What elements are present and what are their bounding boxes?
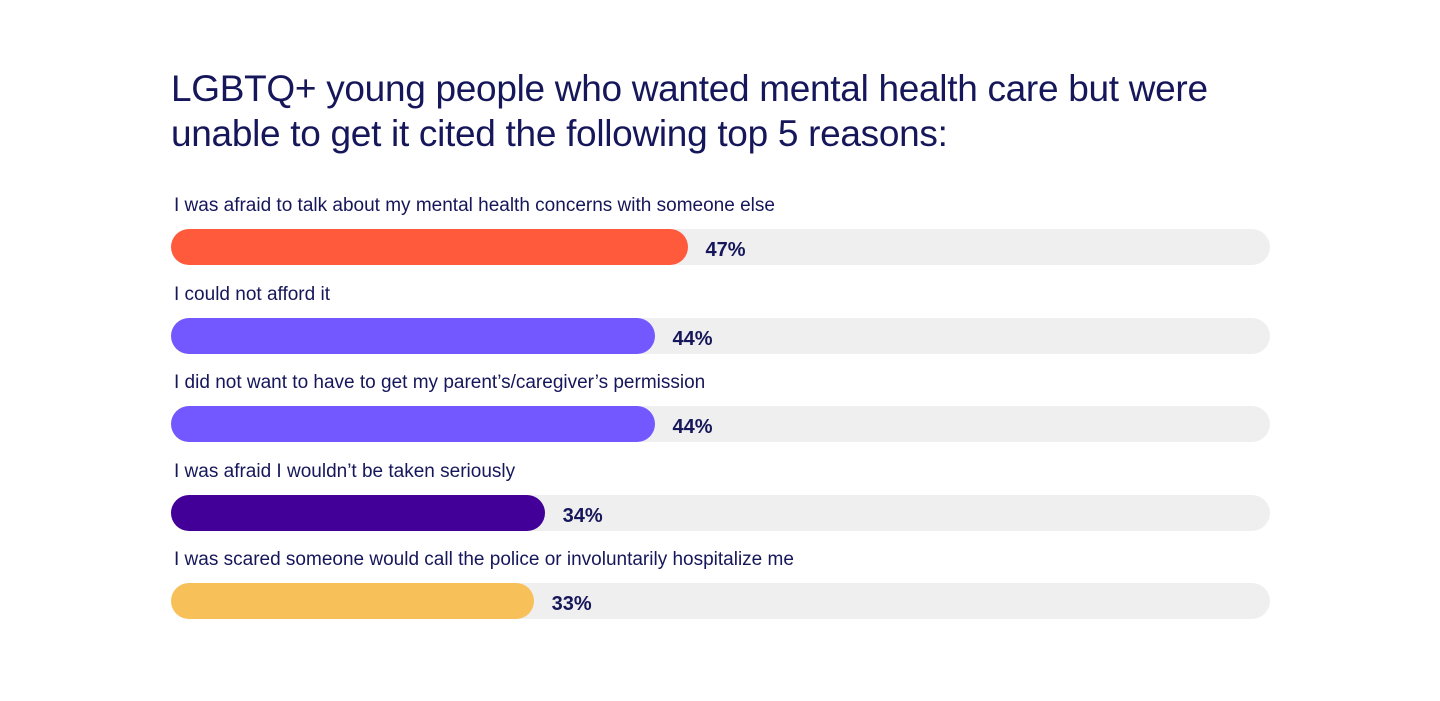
bar (171, 494, 545, 531)
bar (171, 317, 655, 354)
bar-row: I did not want to have to get my parent’… (171, 370, 1270, 459)
bar-track (171, 406, 1270, 442)
data-label: 33% (551, 593, 592, 615)
data-label: 44% (672, 327, 713, 350)
bar-row: I could not afford it 44% (171, 282, 1270, 371)
bar-row: I was scared someone would call the poli… (171, 547, 1270, 636)
bar-track (171, 229, 1270, 265)
bar (171, 229, 688, 265)
category-label: I did not want to have to get my parent’… (174, 372, 706, 393)
bar-track (171, 494, 1270, 531)
chart-title: LGBTQ+ young people who wanted mental he… (171, 68, 1208, 154)
data-label: 34% (562, 504, 603, 527)
bar-track (171, 317, 1270, 354)
bar (171, 583, 534, 619)
bar-track (171, 583, 1270, 619)
category-label: I was afraid I wouldn’t be taken serious… (174, 460, 516, 482)
data-label: 47% (705, 239, 746, 261)
bar (171, 406, 655, 442)
category-label: I was scared someone would call the poli… (174, 549, 794, 570)
category-label: I could not afford it (174, 283, 330, 305)
data-label: 44% (672, 416, 713, 438)
bar-chart: I was afraid to talk about my mental hea… (171, 193, 1270, 636)
bar-row: I was afraid I wouldn’t be taken serious… (171, 459, 1270, 548)
category-label: I was afraid to talk about my mental hea… (174, 195, 775, 216)
bar-row: I was afraid to talk about my mental hea… (171, 193, 1270, 282)
